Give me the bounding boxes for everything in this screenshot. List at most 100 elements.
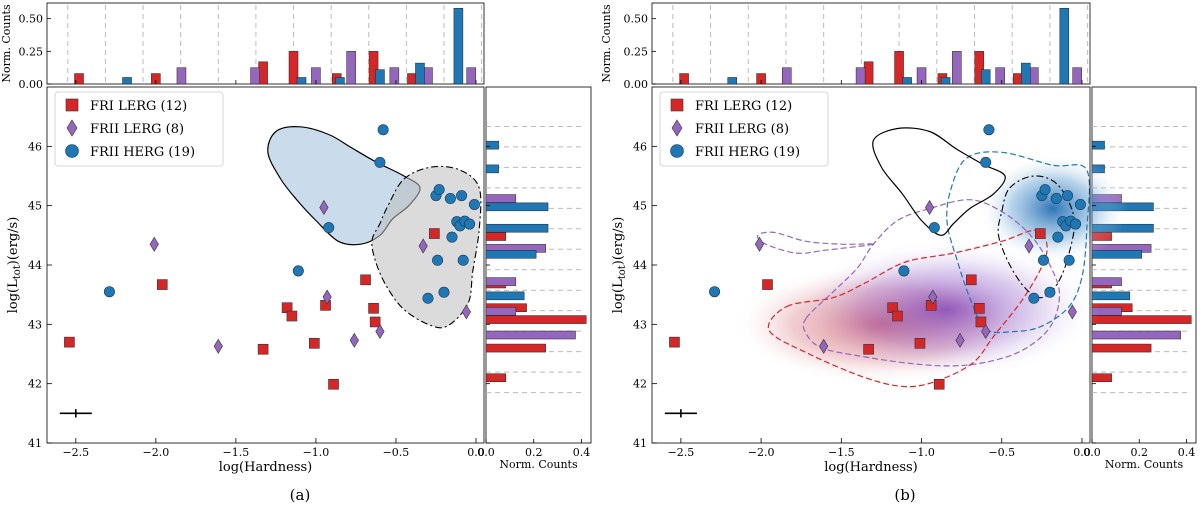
legend-frame — [659, 91, 829, 167]
legend: FRI LERG (12) FRII LERG (8) FRII HERG (19) — [659, 91, 829, 167]
legend-label: FRII LERG (8) — [90, 122, 184, 137]
right-bar-frii-herg — [1091, 140, 1105, 150]
ylabel-subscript: tot — [12, 265, 23, 279]
point-frii-herg — [374, 156, 386, 168]
top-bar-frii-lerg — [176, 67, 187, 85]
contour-frii-herg — [946, 151, 1091, 334]
top-bar-fri-lerg — [863, 61, 874, 85]
point-frii-lerg — [754, 236, 765, 252]
legend-label: FRI LERG (12) — [90, 99, 187, 114]
ytick-label: 45 — [633, 200, 647, 213]
legend-label: FRII HERG (19) — [90, 145, 195, 160]
top-bar-frii-herg — [727, 77, 737, 85]
top-ytick-label: 0.00 — [624, 78, 649, 91]
point-fri-lerg — [892, 310, 903, 322]
point-frii-herg — [446, 231, 458, 243]
top-bar-frii-herg — [296, 77, 307, 85]
ylabel-main: log(L — [6, 279, 21, 313]
point-fri-lerg — [933, 378, 945, 390]
top-bar-frii-herg — [980, 69, 991, 85]
point-fri-lerg — [360, 274, 371, 286]
xtick-label: −0.5 — [988, 446, 1015, 459]
top-bar-frii-herg — [122, 77, 132, 85]
point-fri-lerg — [975, 316, 987, 328]
point-fri-lerg — [368, 303, 379, 314]
right-bar-fri-lerg — [1091, 343, 1152, 353]
xtick-label: −2.5 — [62, 446, 89, 459]
xtick-label: −2.5 — [668, 446, 695, 459]
ytick-label: 41 — [633, 437, 647, 450]
point-frii-herg — [1070, 218, 1082, 230]
point-frii-herg — [422, 292, 434, 304]
ytick-label: 42 — [633, 378, 647, 391]
point-fri-lerg — [965, 274, 977, 286]
legend: FRI LERG (12) FRII LERG (8) FRII HERG (19) — [54, 91, 224, 167]
xtick-label: −1.0 — [303, 446, 330, 459]
ylabel-subscript: tot — [617, 265, 628, 279]
top-bar-frii-lerg — [1029, 67, 1039, 85]
panel-caption: (a) — [290, 486, 311, 504]
point-frii-lerg — [149, 236, 159, 252]
point-frii-herg — [468, 198, 480, 210]
point-frii-herg — [464, 218, 476, 230]
top-ytick-label: 0.50 — [19, 13, 44, 26]
point-frii-lerg — [375, 323, 385, 340]
legend-marker-square — [670, 98, 684, 112]
right-xtick-label: 0.4 — [573, 446, 591, 459]
right-bar-fri-lerg — [485, 343, 546, 353]
top-ylabel: Norm. Counts — [600, 4, 613, 83]
point-frii-herg — [457, 254, 469, 266]
right-bar-fri-lerg — [485, 373, 507, 382]
ytick-label: 43 — [633, 318, 647, 331]
legend-label: FRII HERG (19) — [695, 145, 800, 160]
point-frii-lerg — [461, 304, 471, 320]
point-fri-lerg — [863, 343, 874, 355]
right-bar-frii-lerg — [1091, 330, 1181, 340]
density-frii-herg — [978, 153, 1129, 264]
top-bar-frii-lerg — [1072, 67, 1082, 85]
right-bar-fri-lerg — [485, 232, 507, 241]
right-xtick-label: 0.2 — [525, 446, 543, 459]
point-frii-herg — [292, 265, 304, 277]
point-frii-lerg — [925, 199, 935, 216]
xlabel: log(Hardness) — [824, 460, 917, 475]
contour-fri-lerg — [767, 229, 1048, 388]
point-frii-herg — [444, 193, 456, 205]
right-xtick-label: 0.4 — [1178, 446, 1196, 459]
right-bar-frii-herg — [485, 291, 525, 301]
point-fri-lerg — [286, 310, 298, 322]
point-frii-herg — [1052, 231, 1064, 243]
top-bar-frii-lerg — [346, 51, 356, 85]
point-frii-herg — [438, 286, 450, 298]
point-frii-herg — [456, 190, 468, 202]
point-frii-lerg — [928, 289, 938, 305]
point-frii-lerg — [213, 338, 223, 354]
top-bar-frii-lerg — [855, 67, 866, 85]
right-bar-fri-lerg — [1091, 373, 1112, 382]
point-fri-lerg — [914, 338, 926, 349]
legend-marker-diamond — [66, 119, 78, 137]
top-bar-fri-lerg — [679, 73, 689, 85]
ytick-label: 46 — [633, 140, 647, 153]
ytick-label: 45 — [28, 200, 42, 213]
point-frii-lerg — [1024, 238, 1034, 254]
xtick-label: −1.0 — [908, 446, 935, 459]
top-bar-frii-herg — [1059, 7, 1070, 85]
point-frii-herg — [377, 124, 389, 136]
right-bar-frii-lerg — [1091, 277, 1122, 286]
top-histogram: 0.00 0.25 0.50 Norm. Counts — [600, 2, 1091, 91]
point-frii-herg — [432, 254, 444, 266]
point-frii-lerg — [349, 332, 359, 348]
main-plot: −2.5 −2.0 −1.5 −1.0 −0.5 0.0 41 42 43 44 45 46 log(H… — [6, 80, 490, 475]
legend-label: FRI LERG (12) — [695, 99, 792, 114]
xtick-label: −0.5 — [383, 446, 410, 459]
point-fri-lerg — [257, 343, 269, 355]
legend-marker-circle — [670, 144, 684, 158]
legend-marker-square — [65, 98, 79, 112]
right-xtick-label: 0.0 — [1083, 446, 1101, 459]
legend-marker-circle — [65, 144, 79, 158]
right-xlabel: Norm. Counts — [499, 458, 578, 471]
point-frii-lerg — [418, 238, 428, 254]
